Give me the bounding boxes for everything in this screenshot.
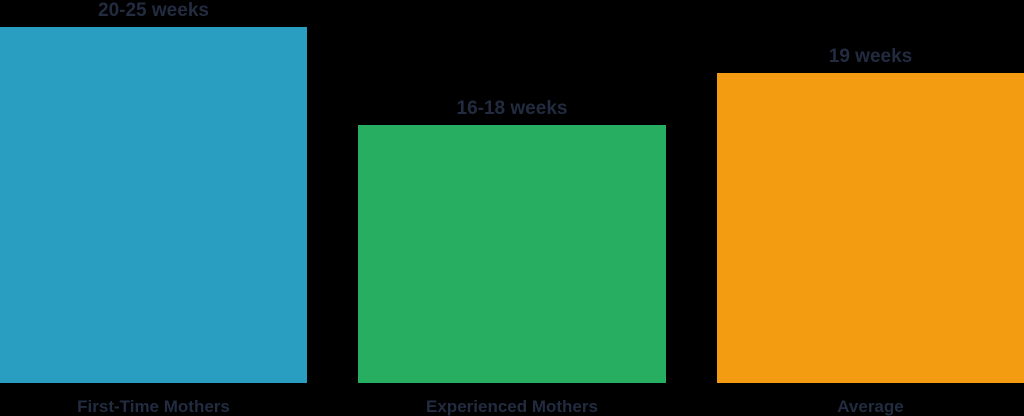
bar-value-label: 16-18 weeks — [456, 98, 568, 119]
bar-category-label: Experienced Mothers — [426, 397, 598, 416]
bar-area: 20-25 weeks — [0, 0, 307, 383]
bar-group-average: 19 weeks Average — [717, 0, 1024, 416]
bar-category-label: Average — [837, 397, 904, 416]
bar-group-experienced-mothers: 16-18 weeks Experienced Mothers — [358, 0, 666, 416]
bar-average — [717, 73, 1024, 383]
bar-value-label: 19 weeks — [828, 46, 913, 67]
bar-category-label: First-Time Mothers — [77, 397, 230, 416]
bar-value-label: 20-25 weeks — [98, 0, 209, 21]
bar-area: 19 weeks — [717, 0, 1024, 383]
bar-first-time-mothers — [0, 27, 307, 383]
bar-group-first-time-mothers: 20-25 weeks First-Time Mothers — [0, 0, 307, 416]
bar-experienced-mothers — [358, 125, 666, 383]
bar-area: 16-18 weeks — [358, 0, 666, 383]
